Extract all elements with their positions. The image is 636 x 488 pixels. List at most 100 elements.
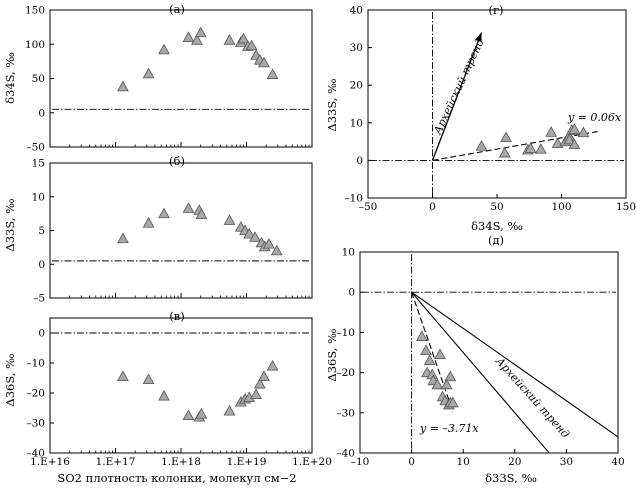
panel-c-point xyxy=(142,373,155,385)
panel-a-point xyxy=(191,34,203,45)
panel-d-point xyxy=(440,378,453,390)
panel-d-xtick-label: 10 xyxy=(457,456,470,468)
panel-c-point xyxy=(195,407,208,419)
panel-b-point xyxy=(270,244,283,256)
panel-a-point xyxy=(117,80,129,92)
panel-c-point xyxy=(250,388,262,400)
panel-d-point xyxy=(416,330,428,341)
panel-c-point xyxy=(223,404,236,416)
panel-b-label: (б) xyxy=(169,154,185,168)
panel-g-point xyxy=(568,138,581,150)
panel-c-point xyxy=(266,359,279,371)
panel-d-point xyxy=(420,344,432,356)
panel-d-ytick-label: –10 xyxy=(336,327,355,339)
panel-d-ytick-label: –30 xyxy=(336,407,355,419)
panel-g-ytick-label: 10 xyxy=(350,117,363,129)
panel-c-point xyxy=(158,389,170,401)
panel-a-ytick-label: –50 xyxy=(26,142,45,154)
panel-b-point xyxy=(117,232,129,244)
panel-a-ylabel: δ34S, ‰ xyxy=(3,52,17,104)
panel-d-xtick-label: 20 xyxy=(508,456,521,468)
panel-d-point xyxy=(444,370,457,382)
panel-c-xtick-label: 1.E+16 xyxy=(30,456,70,468)
panel-b-ytick-label: –5 xyxy=(33,293,45,305)
panel-d-xtick-label: 0 xyxy=(408,456,415,468)
panel-a-ytick-label: 150 xyxy=(25,5,45,17)
panel-a-ytick-label: 0 xyxy=(38,107,45,119)
panel-g-trend-label: Архейский тренд xyxy=(431,37,487,137)
panel-b-point xyxy=(158,207,170,219)
panel-g-point xyxy=(524,142,537,153)
panel-c-xtick-label: 1.E+20 xyxy=(292,456,332,468)
panel-d-label: (д) xyxy=(488,233,504,247)
panel-d-ylabel: Δ36S, ‰ xyxy=(325,328,339,381)
panel-g-xlabel: δ34S, ‰ xyxy=(471,219,523,233)
panel-g-point xyxy=(475,140,488,151)
panel-c-frame xyxy=(49,317,313,454)
panel-d-point xyxy=(423,354,436,366)
panel-g-point xyxy=(500,131,512,143)
panel-b-ytick-label: 0 xyxy=(38,259,45,271)
panel-g-point xyxy=(498,146,511,158)
panel-d-fit-line xyxy=(411,292,454,412)
panel-c-point xyxy=(258,370,270,382)
panel-b-frame xyxy=(49,162,313,299)
panel-a-point xyxy=(223,34,236,45)
panel-g-point xyxy=(563,133,576,145)
panel-c-ytick-label: –20 xyxy=(26,388,45,400)
panel-d-trend-line xyxy=(411,291,550,454)
panel-g-xtick-label: 50 xyxy=(490,201,503,213)
panel-c-point xyxy=(117,370,129,382)
panel-b-point xyxy=(195,208,208,219)
panel-c-label: (в) xyxy=(169,309,184,323)
panel-b-ylabel: Δ33S, ‰ xyxy=(3,198,17,251)
panel-d-fit-label: y = –3.71x xyxy=(419,422,479,435)
panel-g-point xyxy=(577,126,590,138)
panel-a-ytick-label: 100 xyxy=(25,39,45,51)
panel-c-ytick-label: –10 xyxy=(26,358,45,370)
panel-b-point xyxy=(243,227,256,239)
panel-b-point xyxy=(223,214,236,225)
panel-g-xtick-label: 0 xyxy=(429,201,436,213)
panel-c-ytick-label: –40 xyxy=(26,448,45,460)
panel-d-ytick-label: 10 xyxy=(342,247,355,259)
panel-a-label: (а) xyxy=(169,2,185,16)
panel-d-xlabel: δ33S, ‰ xyxy=(485,471,537,485)
panel-c-ytick-label: 0 xyxy=(38,328,45,340)
panel-a-point xyxy=(194,26,207,38)
panel-g-trend-arrowhead xyxy=(475,32,482,43)
panel-g-point xyxy=(568,123,581,134)
panel-a-point xyxy=(258,56,270,68)
panel-b-point xyxy=(182,202,195,213)
panel-a-point xyxy=(158,43,170,55)
panel-c-point xyxy=(253,377,266,389)
panel-c-xtick-label: 1.E+17 xyxy=(96,456,136,468)
panel-g-ytick-label: 40 xyxy=(350,5,363,17)
panel-a-point xyxy=(266,68,279,79)
panel-g-ytick-label: 30 xyxy=(350,42,363,54)
panel-g-ytick-label: 20 xyxy=(350,80,363,92)
panel-d-ytick-label: 0 xyxy=(348,287,355,299)
panel-c-point xyxy=(182,409,195,421)
panel-a-point xyxy=(245,39,258,51)
panel-g-point xyxy=(534,143,547,154)
panel-c-xtick-label: 1.E+19 xyxy=(227,456,267,468)
panel-g-ylabel: Δ33S, ‰ xyxy=(325,78,339,131)
panel-b-ytick-label: 5 xyxy=(38,225,45,237)
panel-a-point xyxy=(182,31,195,42)
panel-c-xtick-label: 1.E+18 xyxy=(161,456,201,468)
panel-b-ytick-label: 15 xyxy=(32,158,45,170)
panel-g-fit-label: y = 0.06x xyxy=(567,111,622,124)
panel-d-point xyxy=(431,378,444,390)
panel-b-ytick-label: 10 xyxy=(32,191,45,203)
panel-d-ytick-label: –20 xyxy=(336,367,355,379)
panel-g-ytick-label: –10 xyxy=(344,193,363,205)
panel-g-trend-arrow xyxy=(431,32,483,161)
panel-d-xtick-label: 30 xyxy=(560,456,573,468)
panel-g-xtick-label: –50 xyxy=(359,201,378,213)
panel-d-xtick-label: 40 xyxy=(611,456,624,468)
panel-d-xtick-label: –10 xyxy=(351,456,370,468)
panel-d-ytick-label: –40 xyxy=(336,448,355,460)
panel-a-ytick-label: 50 xyxy=(32,73,45,85)
